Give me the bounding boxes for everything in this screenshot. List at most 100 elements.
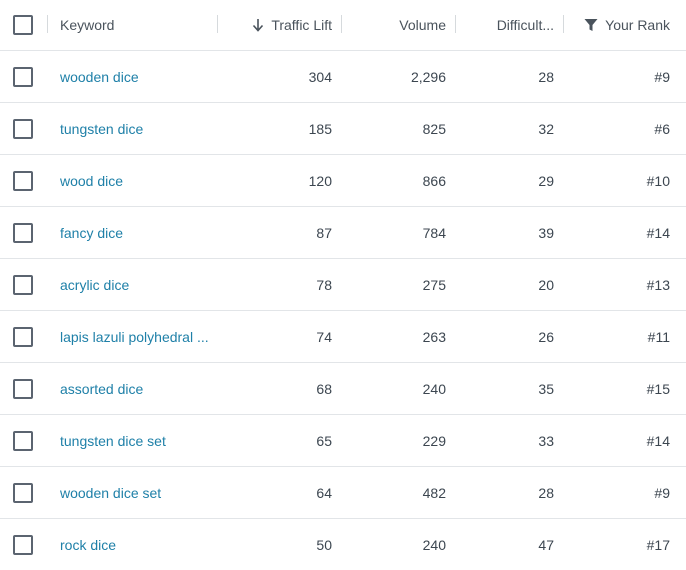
rank-cell: #14 xyxy=(646,224,670,241)
keyword-link[interactable]: tungsten dice set xyxy=(60,432,166,449)
row-checkbox[interactable] xyxy=(13,222,33,243)
table-row: tungsten dice set 65 229 33 #14 xyxy=(0,415,686,467)
column-header-traffic-lift[interactable]: Traffic Lift xyxy=(232,0,332,50)
difficulty-cell: 28 xyxy=(538,484,554,501)
table-row: assorted dice 68 240 35 #15 xyxy=(0,363,686,415)
row-checkbox[interactable] xyxy=(13,430,33,451)
traffic-lift-cell: 64 xyxy=(316,484,332,501)
rank-cell: #9 xyxy=(654,484,670,501)
keyword-cell: wooden dice xyxy=(60,51,210,102)
table-row: fancy dice 87 784 39 #14 xyxy=(0,207,686,259)
table-row: wooden dice set 64 482 28 #9 xyxy=(0,467,686,519)
traffic-lift-cell: 74 xyxy=(316,328,332,345)
volume-cell: 263 xyxy=(422,328,446,345)
volume-cell: 866 xyxy=(422,172,446,189)
keyword-cell: wooden dice set xyxy=(60,467,210,518)
row-checkbox[interactable] xyxy=(13,326,33,347)
keyword-link[interactable]: wooden dice set xyxy=(60,484,162,501)
keyword-cell: rock dice xyxy=(60,519,210,570)
keyword-cell: acrylic dice xyxy=(60,259,210,310)
table-row: wood dice 120 866 29 #10 xyxy=(0,155,686,207)
keyword-link[interactable]: wooden dice xyxy=(60,68,139,85)
column-divider xyxy=(47,15,48,33)
traffic-lift-cell: 78 xyxy=(316,276,332,293)
table-header: Keyword Traffic Lift Volume Difficult... xyxy=(0,0,686,51)
filter-icon[interactable] xyxy=(584,18,598,32)
difficulty-cell: 26 xyxy=(538,328,554,345)
keyword-cell: tungsten dice set xyxy=(60,415,210,466)
difficulty-cell: 32 xyxy=(538,120,554,137)
rank-cell: #10 xyxy=(646,172,670,189)
volume-cell: 240 xyxy=(422,536,446,553)
column-header-your-rank-label: Your Rank xyxy=(605,17,670,33)
volume-cell: 482 xyxy=(422,484,446,501)
table-row: wooden dice 304 2,296 28 #9 xyxy=(0,51,686,103)
row-checkbox[interactable] xyxy=(13,170,33,191)
traffic-lift-cell: 185 xyxy=(308,120,332,137)
column-header-difficulty[interactable]: Difficult... xyxy=(460,0,554,50)
difficulty-cell: 29 xyxy=(538,172,554,189)
column-divider[interactable] xyxy=(341,15,342,33)
volume-cell: 229 xyxy=(422,432,446,449)
row-checkbox[interactable] xyxy=(13,482,33,503)
row-checkbox[interactable] xyxy=(13,274,33,295)
volume-cell: 240 xyxy=(422,380,446,397)
keyword-link[interactable]: rock dice xyxy=(60,536,117,553)
keyword-link[interactable]: tungsten dice xyxy=(60,120,144,137)
column-header-volume[interactable]: Volume xyxy=(346,0,446,50)
keyword-cell: assorted dice xyxy=(60,363,210,414)
keyword-link[interactable]: assorted dice xyxy=(60,380,144,397)
keyword-link[interactable]: lapis lazuli polyhedral ... xyxy=(60,328,209,345)
difficulty-cell: 33 xyxy=(538,432,554,449)
column-header-keyword[interactable]: Keyword xyxy=(60,0,114,50)
row-checkbox[interactable] xyxy=(13,118,33,139)
volume-cell: 275 xyxy=(422,276,446,293)
difficulty-cell: 28 xyxy=(538,68,554,85)
volume-cell: 2,296 xyxy=(410,68,446,85)
row-checkbox[interactable] xyxy=(13,378,33,399)
traffic-lift-cell: 65 xyxy=(316,432,332,449)
traffic-lift-cell: 50 xyxy=(316,536,332,553)
column-header-volume-label: Volume xyxy=(399,17,446,33)
table-row: acrylic dice 78 275 20 #13 xyxy=(0,259,686,311)
rank-cell: #6 xyxy=(654,120,670,137)
rank-cell: #11 xyxy=(647,328,670,345)
column-header-your-rank[interactable]: Your Rank xyxy=(570,0,670,50)
keyword-link[interactable]: wood dice xyxy=(60,172,124,189)
table-row: lapis lazuli polyhedral ... 74 263 26 #1… xyxy=(0,311,686,363)
rank-cell: #9 xyxy=(654,68,670,85)
traffic-lift-cell: 68 xyxy=(316,380,332,397)
volume-cell: 784 xyxy=(422,224,446,241)
row-checkbox[interactable] xyxy=(13,534,33,555)
table-row: tungsten dice 185 825 32 #6 xyxy=(0,103,686,155)
difficulty-cell: 39 xyxy=(538,224,554,241)
rank-cell: #17 xyxy=(646,536,670,553)
rank-cell: #13 xyxy=(646,276,670,293)
difficulty-cell: 47 xyxy=(538,536,554,553)
keyword-cell: wood dice xyxy=(60,155,210,206)
keyword-link[interactable]: acrylic dice xyxy=(60,276,130,293)
row-checkbox[interactable] xyxy=(13,66,33,87)
column-header-traffic-lift-label: Traffic Lift xyxy=(271,17,332,33)
column-header-keyword-label: Keyword xyxy=(60,17,115,33)
keyword-cell: fancy dice xyxy=(60,207,210,258)
keyword-link[interactable]: fancy dice xyxy=(60,224,124,241)
rank-cell: #14 xyxy=(646,432,670,449)
arrow-down-icon xyxy=(252,18,264,32)
column-divider[interactable] xyxy=(217,15,218,33)
traffic-lift-cell: 304 xyxy=(308,68,332,85)
table-row: rock dice 50 240 47 #17 xyxy=(0,519,686,570)
traffic-lift-cell: 120 xyxy=(308,172,332,189)
table-body: wooden dice 304 2,296 28 #9 tungsten dic… xyxy=(0,51,686,570)
select-all-checkbox[interactable] xyxy=(13,15,33,35)
difficulty-cell: 20 xyxy=(538,276,554,293)
difficulty-cell: 35 xyxy=(538,380,554,397)
keyword-cell: tungsten dice xyxy=(60,103,210,154)
column-header-difficulty-label: Difficult... xyxy=(496,17,554,33)
traffic-lift-cell: 87 xyxy=(316,224,332,241)
rank-cell: #15 xyxy=(646,380,670,397)
volume-cell: 825 xyxy=(422,120,446,137)
column-divider[interactable] xyxy=(563,15,564,33)
column-divider[interactable] xyxy=(455,15,456,33)
